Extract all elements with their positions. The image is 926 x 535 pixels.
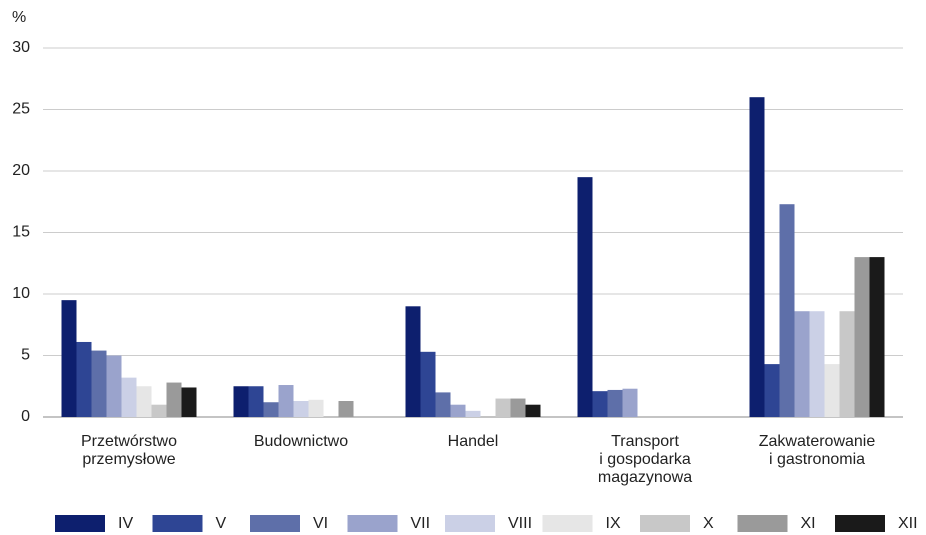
bar [809, 311, 825, 417]
bar [263, 402, 279, 417]
bar [151, 404, 167, 417]
bar [61, 300, 77, 417]
bar [76, 341, 92, 417]
x-tick-label: Handel [448, 433, 499, 450]
legend-label: IV [118, 515, 133, 532]
bar [869, 257, 885, 417]
bar [181, 387, 197, 417]
bar [577, 177, 593, 417]
legend-label: V [216, 515, 227, 532]
legend-swatch [152, 515, 203, 532]
legend-label: XI [801, 515, 816, 532]
legend-label: VI [313, 515, 328, 532]
bar [854, 257, 870, 417]
legend-label: VII [411, 515, 431, 532]
bar [405, 306, 421, 417]
bar [166, 382, 182, 417]
legend-label: IX [606, 515, 621, 532]
bar [622, 388, 638, 417]
legend-swatch [542, 515, 593, 532]
legend-label: X [703, 515, 714, 532]
legend-swatch [250, 515, 300, 532]
x-tick-label: Przetwórstwo [81, 433, 177, 450]
bar [293, 401, 309, 417]
x-tick-label: magazynowa [598, 469, 692, 486]
y-tick-label: 0 [21, 408, 30, 425]
y-tick-label: 10 [12, 285, 30, 302]
bar [420, 351, 436, 417]
bar [465, 410, 481, 417]
bar [435, 392, 451, 417]
legend-swatch [640, 515, 690, 532]
bar [106, 355, 122, 417]
legend-swatch [55, 515, 105, 532]
bar [607, 389, 623, 417]
bar [764, 364, 780, 417]
bar [495, 398, 511, 417]
x-tick-label: przemysłowe [82, 451, 175, 468]
bar [450, 404, 466, 417]
bar [308, 399, 324, 417]
bar [592, 391, 608, 417]
y-tick-label: 15 [12, 224, 30, 241]
bar [91, 350, 107, 417]
bar [121, 377, 137, 417]
bar [338, 401, 354, 417]
y-tick-label: 5 [21, 347, 30, 364]
x-tick-label: i gospodarka [599, 451, 691, 468]
y-tick-label: 20 [12, 162, 30, 179]
y-tick-label: 25 [12, 101, 30, 118]
x-tick-label: i gastronomia [769, 451, 865, 468]
bar [839, 311, 855, 417]
bar [749, 97, 765, 417]
y-unit-label: % [12, 9, 26, 26]
bar [510, 398, 526, 417]
bar [233, 386, 249, 417]
bar [779, 204, 795, 417]
bar [794, 311, 810, 417]
legend-label: XII [898, 515, 918, 532]
x-tick-label: Zakwaterowanie [759, 433, 876, 450]
y-tick-label: 30 [12, 39, 30, 56]
legend-swatch [835, 515, 885, 532]
bar [824, 364, 840, 417]
legend-swatch [445, 515, 495, 532]
legend-swatch [737, 515, 788, 532]
legend-label: VIII [508, 515, 532, 532]
bar [278, 385, 294, 417]
bar [248, 386, 264, 417]
x-tick-label: Budownictwo [254, 433, 348, 450]
legend-swatch [347, 515, 398, 532]
bar [136, 386, 152, 417]
bar [525, 404, 541, 417]
x-tick-label: Transport [611, 433, 679, 450]
